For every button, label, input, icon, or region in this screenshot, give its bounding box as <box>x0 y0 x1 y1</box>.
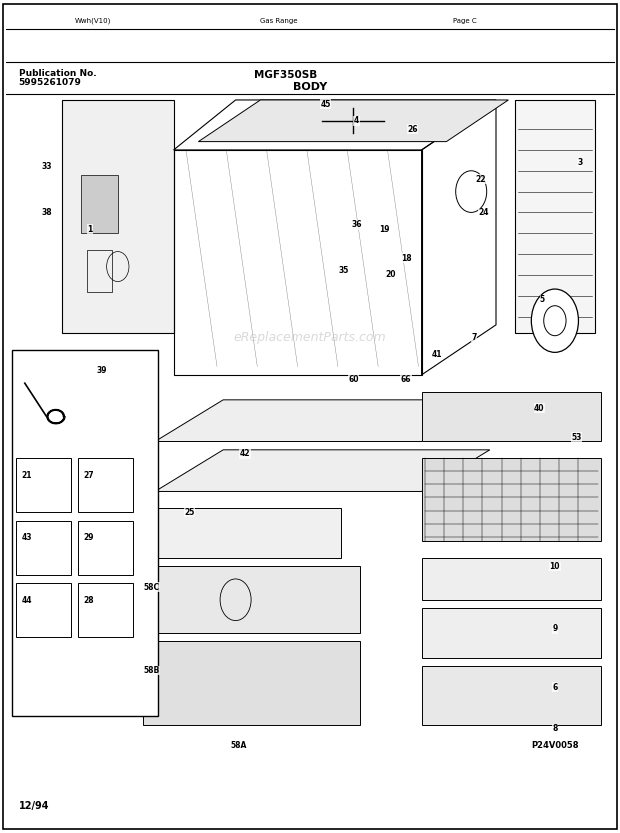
Text: 4: 4 <box>354 117 359 125</box>
Text: 33: 33 <box>42 162 51 171</box>
Text: 28: 28 <box>84 596 94 605</box>
Polygon shape <box>155 400 490 441</box>
Text: 10: 10 <box>550 562 560 571</box>
Text: 44: 44 <box>22 596 32 605</box>
Polygon shape <box>155 508 341 558</box>
Text: 38: 38 <box>41 208 52 217</box>
Polygon shape <box>198 100 508 142</box>
Text: 25: 25 <box>184 508 194 516</box>
Text: 40: 40 <box>534 404 544 412</box>
Text: 29: 29 <box>84 533 94 542</box>
Text: 24: 24 <box>479 208 489 217</box>
Text: 1: 1 <box>87 225 92 233</box>
Polygon shape <box>143 566 360 633</box>
Text: 26: 26 <box>407 125 417 133</box>
Text: 18: 18 <box>401 254 412 262</box>
Polygon shape <box>422 458 601 541</box>
Bar <box>16 458 71 512</box>
Text: 60: 60 <box>348 375 358 383</box>
Text: 41: 41 <box>432 350 442 358</box>
Bar <box>78 583 133 637</box>
Polygon shape <box>155 450 490 491</box>
Polygon shape <box>515 100 595 333</box>
Polygon shape <box>422 558 601 600</box>
Text: 39: 39 <box>96 367 107 375</box>
Text: 53: 53 <box>572 433 582 441</box>
Text: P24V0058: P24V0058 <box>531 741 578 750</box>
Text: 8: 8 <box>552 725 557 733</box>
Text: 58A: 58A <box>231 741 247 750</box>
Text: 36: 36 <box>352 221 361 229</box>
Bar <box>16 583 71 637</box>
Text: 45: 45 <box>321 100 330 108</box>
Bar <box>87 250 112 292</box>
Bar <box>78 458 133 512</box>
Text: 22: 22 <box>476 175 485 183</box>
Text: 42: 42 <box>240 450 250 458</box>
Text: 20: 20 <box>386 271 396 279</box>
Polygon shape <box>422 392 601 441</box>
Text: 21: 21 <box>22 471 32 480</box>
Text: Wwh(V10): Wwh(V10) <box>75 17 111 24</box>
Polygon shape <box>422 666 601 725</box>
Bar <box>12 350 158 716</box>
Text: 12/94: 12/94 <box>19 801 49 811</box>
Text: 5: 5 <box>540 296 545 304</box>
Bar <box>81 175 118 233</box>
Text: MGF350SB: MGF350SB <box>254 70 317 80</box>
Text: 43: 43 <box>22 533 32 542</box>
Text: 27: 27 <box>84 471 94 480</box>
Bar <box>78 521 133 575</box>
Text: 58B: 58B <box>144 666 160 675</box>
Text: BODY: BODY <box>293 82 327 92</box>
Polygon shape <box>422 608 601 658</box>
Text: 58C: 58C <box>144 583 160 591</box>
Text: Page C: Page C <box>453 17 477 24</box>
Text: 3: 3 <box>577 158 582 167</box>
Text: 35: 35 <box>339 267 349 275</box>
Circle shape <box>531 289 578 352</box>
Polygon shape <box>143 641 360 725</box>
Text: 7: 7 <box>472 333 477 342</box>
Text: 66: 66 <box>401 375 411 383</box>
Text: 19: 19 <box>379 225 389 233</box>
Text: Publication No.: Publication No. <box>19 69 96 77</box>
Text: eReplacementParts.com: eReplacementParts.com <box>234 331 386 344</box>
Text: 9: 9 <box>552 625 557 633</box>
Text: 6: 6 <box>552 683 557 691</box>
Bar <box>16 521 71 575</box>
Text: Gas Range: Gas Range <box>260 17 298 24</box>
Polygon shape <box>62 100 174 333</box>
Text: 5995261079: 5995261079 <box>19 78 81 87</box>
